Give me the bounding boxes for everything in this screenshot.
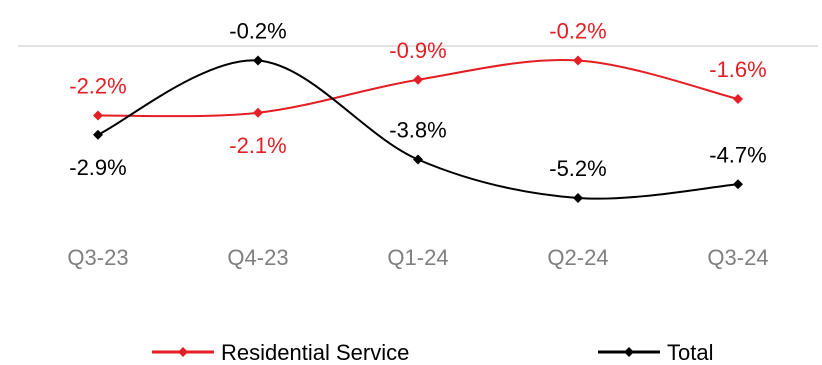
legend: Residential Service Total <box>152 340 713 365</box>
data-label-residential-service: -0.9% <box>389 38 446 63</box>
data-label-total: -0.2% <box>229 19 286 44</box>
data-point-total <box>413 154 423 165</box>
legend-marker-residential-service <box>178 347 188 357</box>
data-point-total <box>93 129 103 140</box>
data-point-total <box>733 179 743 190</box>
series-line-total <box>97 59 739 200</box>
data-label-total: -3.8% <box>389 118 446 143</box>
category-label: Q4-23 <box>227 245 288 270</box>
series-residential-service: -2.2% -2.1% -0.9% -0.2% -1.6% <box>69 19 766 158</box>
data-point-residential-service <box>253 107 263 118</box>
series-total: -2.9% -0.2% -3.8% -5.2% -4.7% <box>69 19 767 203</box>
legend-label-total: Total <box>667 340 713 365</box>
category-axis: Q3-23 Q4-23 Q1-24 Q2-24 Q3-24 <box>67 245 768 270</box>
category-label: Q1-24 <box>387 245 448 270</box>
legend-item-total: Total <box>598 340 713 365</box>
data-label-residential-service: -2.2% <box>69 74 126 99</box>
data-point-total <box>573 193 583 203</box>
data-label-residential-service: -0.2% <box>549 19 606 44</box>
legend-marker-total <box>624 347 634 357</box>
data-label-total: -4.7% <box>709 142 766 167</box>
data-label-total: -5.2% <box>549 156 606 181</box>
data-label-total: -2.9% <box>69 155 126 180</box>
legend-label-residential-service: Residential Service <box>221 340 409 365</box>
category-label: Q3-23 <box>67 245 128 270</box>
series-layer: -2.2% -2.1% -0.9% -0.2% -1.6% -2.9% -0.2% -3.8%… <box>69 19 767 203</box>
data-label-residential-service: -2.1% <box>229 133 286 158</box>
data-label-residential-service: -1.6% <box>709 57 766 82</box>
data-point-residential-service <box>573 55 583 66</box>
data-point-residential-service <box>93 110 103 121</box>
category-label: Q2-24 <box>547 245 608 270</box>
data-point-total <box>253 55 263 66</box>
category-label: Q3-24 <box>707 245 768 270</box>
legend-item-residential-service: Residential Service <box>152 340 409 365</box>
data-point-residential-service <box>413 74 423 85</box>
series-line-residential-service <box>97 59 739 118</box>
data-point-residential-service <box>733 94 743 104</box>
